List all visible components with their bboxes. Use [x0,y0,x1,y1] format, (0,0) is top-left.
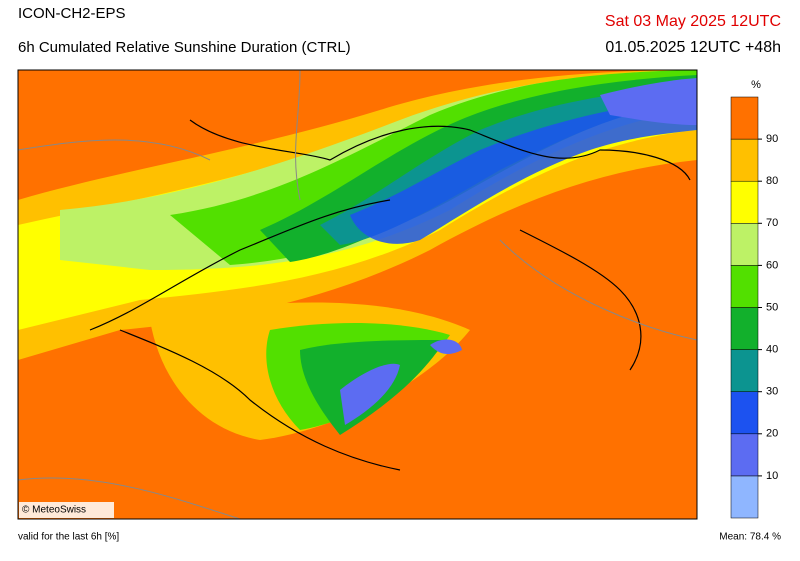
colorbar-tick-label: 70 [766,217,778,229]
run-time: 01.05.2025 12UTC +48h [605,39,781,56]
colorbar-tick-label: 10 [766,470,778,482]
colorbar-tick-label: 80 [766,175,778,187]
colorbar-band [730,307,759,350]
colorbar-tick-label: 60 [766,259,778,271]
colorbar-band [730,433,759,477]
valid-time: Sat 03 May 2025 12UTC [605,13,781,30]
model-name: ICON-CH2-EPS [18,5,126,22]
colorbar-unit: % [751,79,761,91]
colorbar-band [730,180,759,224]
mean-value: Mean: 78.4 % [719,532,781,543]
product-title: 6h Cumulated Relative Sunshine Duration … [18,39,351,56]
colorbar-tick-label: 30 [766,386,778,398]
colorbar-band [730,223,759,266]
validity-note: valid for the last 6h [%] [18,532,119,543]
colorbar-band [730,391,759,435]
colorbar-tick-label: 20 [766,428,778,440]
colorbar-band [730,265,759,308]
colorbar-band [730,349,759,392]
colorbar-tick-label: 40 [766,344,778,356]
colorbar-tick-label: 90 [766,133,778,145]
colorbar-band [730,475,759,519]
colorbar-band [730,138,759,182]
map: © MeteoSwiss [17,69,698,520]
colorbar-tick-label: 50 [766,301,778,313]
colorbar-band [730,96,759,140]
credit: © MeteoSwiss [22,505,86,516]
colorbar: % 10 20 30 40 50 60 70 80 90 [730,79,778,519]
